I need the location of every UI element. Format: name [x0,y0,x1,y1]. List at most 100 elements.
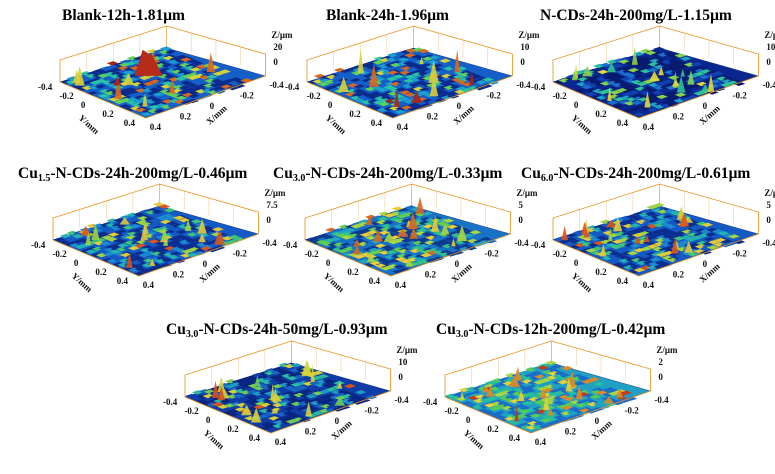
y-axis-label: Y/mm [570,271,595,295]
y-tick-label: -0.2 [52,249,67,259]
surface-cell [180,80,193,85]
surface-cell [352,88,365,94]
surface-cell [679,56,692,61]
surface-cell [347,233,360,238]
surface-cell [713,86,726,92]
surface-panel: Z/μm 20 0 -0.4 -0.2 0 0.2 0.4 Y/mm 0.4 0.2 0 -0.2 -0.… [38,25,293,136]
surface-peak [270,383,275,401]
surface-cell [635,81,648,87]
surface-cell [200,246,213,251]
surface-cell [630,100,643,106]
surface-cell [343,227,356,233]
z-tick-label: 0 [398,372,403,382]
surface-cell [529,394,542,399]
y-tick-label: 0.4 [509,433,521,443]
surface-cell [164,74,177,79]
surface-cell [339,398,352,404]
surface-cell [399,243,412,248]
z-axis-label: Z/μm [764,188,775,198]
surface-cell [84,80,97,85]
panel-title: N-CDs-24h-200mg/L-1.15μm [540,7,732,25]
surface-cell [109,74,122,79]
y-axis-label: Y/mm [570,113,595,137]
surface-cell [651,246,664,252]
surface-cell [307,386,320,391]
surface-cell [433,250,446,255]
surface-cell [593,381,606,387]
surface-cell [589,79,602,85]
surface-cell [418,220,431,226]
surface-cell [373,249,386,254]
x-axis-label: X/mm [697,103,722,127]
surface-cell [391,206,404,211]
surface-cell [59,233,72,239]
surface-cell [397,96,410,102]
surface-cell [326,246,339,251]
surface-cell [449,85,462,90]
surface-cell [629,264,642,270]
title-unit: μm [710,7,732,24]
x-tick-label: -0.2 [365,406,380,416]
surface-cell [682,70,695,75]
surface-cell [498,377,511,383]
surface-cell [657,73,670,79]
surface-cell [234,407,247,412]
surface-cell [177,89,190,95]
y-tick-label: 0.2 [595,109,607,119]
surface-cell [435,221,448,226]
surface-peak [338,76,349,93]
surface-cell [169,93,182,98]
surface-peak [634,236,642,244]
surface-peak [383,231,395,242]
surface-cell [205,231,218,237]
surface-cell [417,71,430,77]
surface-cell [623,242,636,248]
surface-cell [224,73,237,79]
surface-cell [443,236,456,242]
surface-cell [497,401,510,406]
surface-cell [183,243,196,248]
x-tick-label: -0.2 [625,406,640,416]
surface-cell [680,97,693,102]
surface-peak [217,376,226,393]
surface-cell [129,264,142,270]
x-tick-label: -0.4 [516,80,531,90]
surface-peak [184,218,192,231]
surface-cell [550,364,563,370]
surface-cell [527,397,540,402]
surface-cell [643,256,656,261]
surface-cell [404,74,417,80]
surface-cell [356,221,369,227]
surface-cell [397,57,410,62]
surface-cell [621,72,634,77]
surface-cell [333,67,346,73]
surface-cell [563,83,576,88]
surface-cell [628,223,642,228]
y-tick-label: -0.2 [552,91,567,101]
surface-cell [397,77,410,83]
y-tick-label: -0.4 [285,82,300,92]
surface-peak [161,226,168,241]
surface-cell [544,360,557,365]
surface-cell [466,238,479,244]
surface-cell [363,241,376,247]
surface-cell [646,89,659,94]
surface-cell [636,260,649,266]
surface-cell [381,245,394,250]
surface-peak [658,66,665,76]
surface-cell [399,90,412,95]
surface-cell [419,67,432,72]
surface-cell [494,410,507,416]
surface-peak [114,76,123,99]
surface-cell [105,69,118,74]
surface-cell [380,75,393,80]
surface-cell [396,82,409,87]
surface-cell [655,214,668,220]
surface-peak [393,89,400,108]
z-tick-label: 10 [398,357,408,367]
surface-peak [212,380,219,398]
surface-cell [519,406,532,411]
surface-cell [141,244,154,250]
surface-cell [515,399,528,404]
title-unit: μm [225,165,248,182]
